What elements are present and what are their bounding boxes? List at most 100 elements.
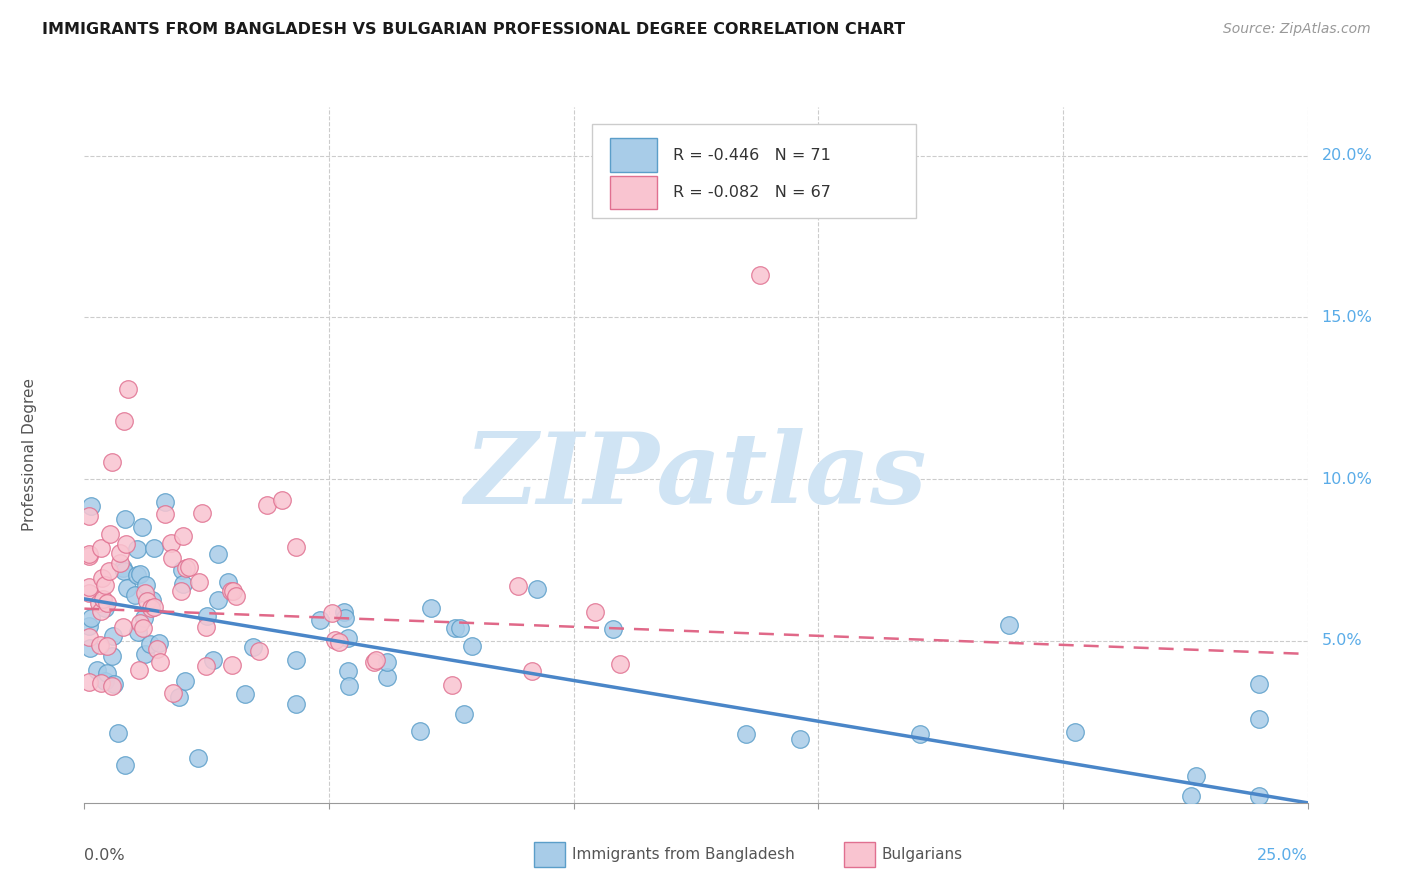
Point bbox=[1180, 789, 1202, 804]
Point bbox=[285, 697, 308, 711]
Text: ZIPatlas: ZIPatlas bbox=[465, 427, 927, 524]
Point bbox=[100, 526, 122, 541]
Point bbox=[90, 571, 112, 585]
Point bbox=[90, 541, 112, 555]
Point bbox=[221, 657, 243, 672]
Point bbox=[172, 576, 194, 591]
Point bbox=[129, 566, 152, 581]
Point bbox=[284, 653, 307, 667]
Point bbox=[176, 561, 198, 575]
Point bbox=[461, 639, 484, 653]
Point bbox=[333, 605, 356, 619]
Point bbox=[128, 616, 150, 631]
FancyBboxPatch shape bbox=[610, 138, 657, 172]
Point bbox=[111, 619, 134, 633]
Point bbox=[187, 575, 209, 590]
Point bbox=[135, 577, 157, 591]
Point bbox=[141, 593, 163, 607]
Point bbox=[114, 512, 136, 526]
Point bbox=[103, 676, 125, 690]
Point bbox=[375, 670, 398, 684]
Point bbox=[93, 591, 115, 606]
Point bbox=[146, 642, 169, 657]
FancyBboxPatch shape bbox=[610, 176, 657, 210]
Point bbox=[108, 556, 131, 570]
Point bbox=[143, 599, 166, 614]
Point bbox=[271, 492, 294, 507]
Point bbox=[222, 584, 245, 599]
Point bbox=[128, 663, 150, 677]
Text: R = -0.082   N = 67: R = -0.082 N = 67 bbox=[672, 186, 831, 200]
Point bbox=[172, 529, 194, 543]
Point bbox=[910, 727, 932, 741]
Point bbox=[162, 685, 184, 699]
Point bbox=[508, 579, 530, 593]
FancyBboxPatch shape bbox=[592, 124, 917, 219]
Point bbox=[419, 601, 441, 615]
Point bbox=[127, 624, 149, 639]
Point bbox=[98, 564, 121, 578]
Point bbox=[167, 690, 190, 704]
Point bbox=[94, 673, 117, 688]
Point bbox=[202, 653, 225, 667]
Point bbox=[143, 541, 166, 555]
Point bbox=[441, 678, 464, 692]
Point bbox=[79, 640, 101, 655]
Point bbox=[90, 604, 112, 618]
Point bbox=[96, 639, 118, 653]
Point bbox=[136, 593, 159, 607]
Point bbox=[77, 630, 100, 644]
Point bbox=[284, 540, 307, 554]
Point bbox=[77, 547, 100, 561]
Point bbox=[127, 542, 149, 557]
Point bbox=[112, 414, 135, 428]
Point bbox=[323, 633, 346, 648]
Point bbox=[256, 499, 278, 513]
Point bbox=[115, 536, 138, 550]
Point bbox=[107, 726, 129, 740]
Point bbox=[138, 637, 160, 651]
Point bbox=[132, 610, 155, 624]
Point bbox=[170, 563, 193, 577]
Point bbox=[77, 675, 100, 690]
Point bbox=[117, 382, 139, 396]
Point bbox=[789, 732, 811, 747]
Point bbox=[443, 621, 465, 635]
Text: Source: ZipAtlas.com: Source: ZipAtlas.com bbox=[1223, 22, 1371, 37]
Point bbox=[195, 609, 218, 624]
Point bbox=[93, 600, 115, 615]
Point bbox=[247, 644, 270, 658]
Point bbox=[115, 581, 138, 595]
Point bbox=[77, 509, 100, 524]
Point bbox=[77, 580, 100, 594]
Point bbox=[160, 536, 183, 550]
Text: Professional Degree: Professional Degree bbox=[22, 378, 37, 532]
Point bbox=[114, 758, 136, 772]
Point bbox=[748, 268, 770, 283]
Point bbox=[377, 655, 399, 669]
Point bbox=[110, 546, 132, 560]
Point bbox=[309, 614, 332, 628]
Point bbox=[321, 607, 343, 621]
Point bbox=[100, 679, 122, 693]
Point bbox=[453, 707, 475, 722]
Point bbox=[1247, 712, 1270, 726]
Point bbox=[207, 592, 229, 607]
Point bbox=[111, 561, 134, 575]
Point bbox=[94, 578, 117, 592]
Point bbox=[217, 575, 239, 590]
Point bbox=[148, 635, 170, 649]
Point bbox=[242, 640, 264, 654]
Point bbox=[520, 665, 543, 679]
Point bbox=[207, 547, 229, 561]
Text: 20.0%: 20.0% bbox=[1322, 148, 1372, 163]
Text: 5.0%: 5.0% bbox=[1322, 633, 1362, 648]
Point bbox=[602, 622, 624, 636]
Point bbox=[141, 601, 163, 615]
Point bbox=[328, 634, 350, 648]
Point bbox=[449, 621, 471, 635]
Point bbox=[997, 618, 1019, 632]
Text: IMMIGRANTS FROM BANGLADESH VS BULGARIAN PROFESSIONAL DEGREE CORRELATION CHART: IMMIGRANTS FROM BANGLADESH VS BULGARIAN … bbox=[42, 22, 905, 37]
Point bbox=[96, 596, 118, 610]
Point bbox=[233, 687, 256, 701]
